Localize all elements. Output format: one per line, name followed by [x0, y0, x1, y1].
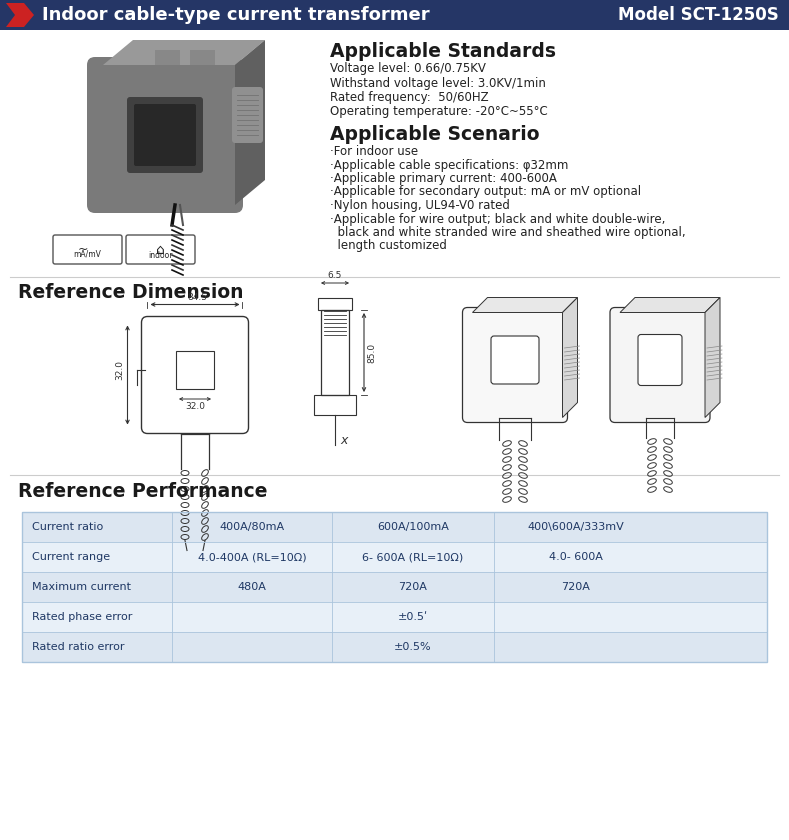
Text: Reference Dimension: Reference Dimension [18, 283, 244, 302]
Text: 4.0- 600A: 4.0- 600A [548, 552, 603, 562]
Text: Indoor cable-type current transformer: Indoor cable-type current transformer [42, 6, 430, 24]
FancyBboxPatch shape [610, 307, 710, 423]
FancyBboxPatch shape [134, 104, 196, 166]
FancyBboxPatch shape [127, 97, 203, 173]
Text: black and white stranded wire and sheathed wire optional,: black and white stranded wire and sheath… [330, 226, 686, 239]
FancyBboxPatch shape [232, 87, 263, 143]
Text: indoor: indoor [148, 250, 173, 260]
Text: 600A/100mA: 600A/100mA [377, 522, 449, 532]
Text: 480A: 480A [237, 582, 267, 592]
Bar [176, 351, 214, 389]
Text: Model SCT-1250S: Model SCT-1250S [619, 6, 779, 24]
Text: Current ratio: Current ratio [32, 522, 103, 532]
Polygon shape [6, 3, 34, 27]
Bar [0, 0, 789, 30]
Text: 32.0: 32.0 [185, 402, 205, 411]
Text: 400A/80mA: 400A/80mA [219, 522, 285, 532]
Text: 4.0-400A (RL=10Ω): 4.0-400A (RL=10Ω) [198, 552, 306, 562]
FancyBboxPatch shape [53, 235, 122, 264]
Text: Rated phase error: Rated phase error [32, 612, 133, 622]
Text: ·Applicable for wire output; black and white double-wire,: ·Applicable for wire output; black and w… [330, 213, 665, 225]
Text: Voltage level: 0.66/0.75KV: Voltage level: 0.66/0.75KV [330, 62, 486, 75]
Text: Withstand voltage level: 3.0KV/1min: Withstand voltage level: 3.0KV/1min [330, 76, 546, 90]
Text: 6.5: 6.5 [327, 271, 342, 280]
Bar [22, 542, 767, 572]
Bar [314, 395, 356, 415]
Text: ·Nylon housing, UL94-V0 rated: ·Nylon housing, UL94-V0 rated [330, 199, 510, 212]
Text: 84.5: 84.5 [187, 292, 207, 302]
Bar [22, 512, 767, 662]
Text: x: x [340, 433, 347, 447]
Text: Rated ratio error: Rated ratio error [32, 642, 125, 652]
Text: 6- 600A (RL=10Ω): 6- 600A (RL=10Ω) [362, 552, 464, 562]
Text: 720A: 720A [561, 582, 590, 592]
Text: Rated frequency:  50/60HZ: Rated frequency: 50/60HZ [330, 91, 488, 104]
Text: 400\600A/333mV: 400\600A/333mV [527, 522, 624, 532]
Text: 720A: 720A [398, 582, 428, 592]
FancyBboxPatch shape [126, 235, 195, 264]
FancyBboxPatch shape [638, 334, 682, 386]
Polygon shape [705, 297, 720, 417]
Text: length customized: length customized [330, 239, 447, 253]
FancyBboxPatch shape [462, 307, 567, 423]
FancyBboxPatch shape [87, 57, 243, 213]
Polygon shape [103, 40, 265, 65]
Polygon shape [473, 297, 578, 312]
Text: Maximum current: Maximum current [32, 582, 131, 592]
Text: Applicable Standards: Applicable Standards [330, 42, 556, 61]
Text: ~: ~ [77, 243, 88, 256]
Bar [22, 632, 767, 662]
Polygon shape [235, 40, 265, 205]
FancyBboxPatch shape [491, 336, 539, 384]
Bar [22, 572, 767, 602]
Text: 85.0: 85.0 [367, 343, 376, 363]
Text: ⌂: ⌂ [156, 243, 165, 257]
Text: ±0.5ʹ: ±0.5ʹ [398, 612, 428, 622]
Text: ·Applicable cable specifications: φ32mm: ·Applicable cable specifications: φ32mm [330, 159, 568, 171]
Bar [190, 50, 215, 65]
Text: ·Applicable primary current: 400-600A: ·Applicable primary current: 400-600A [330, 172, 557, 185]
Bar [318, 298, 352, 310]
Text: ±0.5%: ±0.5% [394, 642, 432, 652]
Polygon shape [620, 297, 720, 312]
Bar [22, 602, 767, 632]
Text: Operating temperature: -20°C~55°C: Operating temperature: -20°C~55°C [330, 106, 548, 118]
Text: Reference Performance: Reference Performance [18, 482, 267, 501]
Bar [321, 310, 349, 395]
Text: ·Applicable for secondary output: mA or mV optional: ·Applicable for secondary output: mA or … [330, 186, 641, 198]
Polygon shape [563, 297, 578, 417]
Bar [22, 512, 767, 542]
Text: Current range: Current range [32, 552, 110, 562]
Bar [155, 50, 180, 65]
Text: Applicable Scenario: Applicable Scenario [330, 125, 540, 144]
Text: ·For indoor use: ·For indoor use [330, 145, 418, 158]
Text: mA/mV: mA/mV [73, 249, 102, 259]
Text: 32.0: 32.0 [115, 360, 125, 380]
